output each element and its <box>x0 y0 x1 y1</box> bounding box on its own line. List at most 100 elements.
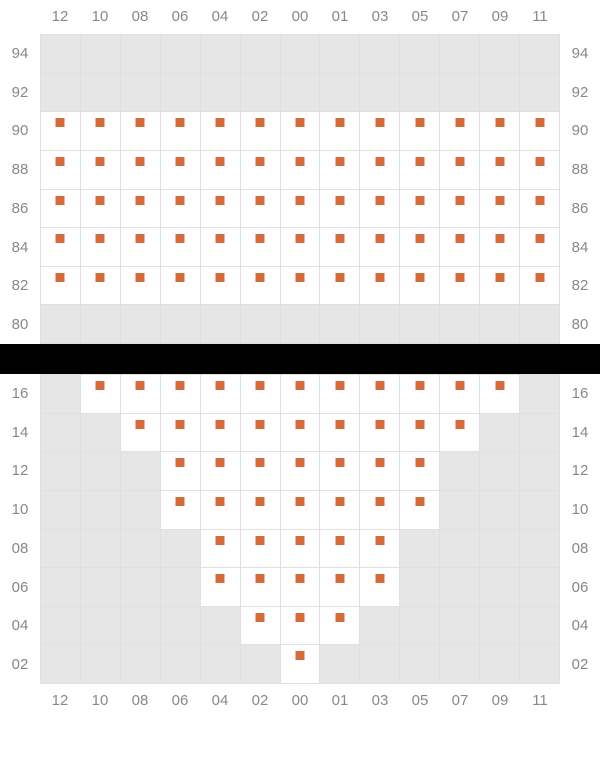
seat-available[interactable] <box>121 112 161 151</box>
seat-available[interactable] <box>320 228 360 267</box>
seat-available[interactable] <box>201 568 241 607</box>
seat-available[interactable] <box>480 190 520 229</box>
seat-available[interactable] <box>480 267 520 306</box>
seat-available[interactable] <box>281 491 321 530</box>
seat-available[interactable] <box>400 491 440 530</box>
seat-available[interactable] <box>121 267 161 306</box>
seat-available[interactable] <box>281 112 321 151</box>
seat-available[interactable] <box>81 267 121 306</box>
seat-available[interactable] <box>201 530 241 569</box>
seat-available[interactable] <box>281 267 321 306</box>
seat-available[interactable] <box>201 151 241 190</box>
seat-available[interactable] <box>320 190 360 229</box>
seat-available[interactable] <box>161 190 201 229</box>
seat-available[interactable] <box>400 452 440 491</box>
seat-available[interactable] <box>400 151 440 190</box>
seat-available[interactable] <box>320 568 360 607</box>
seat-available[interactable] <box>81 151 121 190</box>
seat-available[interactable] <box>360 568 400 607</box>
seat-available[interactable] <box>320 530 360 569</box>
seat-available[interactable] <box>440 190 480 229</box>
seat-available[interactable] <box>480 375 520 414</box>
seat-available[interactable] <box>320 607 360 646</box>
seat-available[interactable] <box>41 267 81 306</box>
seat-available[interactable] <box>161 112 201 151</box>
seat-available[interactable] <box>201 228 241 267</box>
seat-available[interactable] <box>241 375 281 414</box>
seat-available[interactable] <box>281 452 321 491</box>
seat-available[interactable] <box>520 151 560 190</box>
seat-available[interactable] <box>281 151 321 190</box>
seat-available[interactable] <box>320 112 360 151</box>
seat-available[interactable] <box>320 267 360 306</box>
seat-available[interactable] <box>281 607 321 646</box>
seat-available[interactable] <box>161 267 201 306</box>
seat-available[interactable] <box>241 151 281 190</box>
seat-available[interactable] <box>360 112 400 151</box>
seat-available[interactable] <box>360 151 400 190</box>
seat-available[interactable] <box>241 190 281 229</box>
seat-available[interactable] <box>281 645 321 684</box>
seat-available[interactable] <box>241 112 281 151</box>
seat-available[interactable] <box>400 375 440 414</box>
seat-available[interactable] <box>241 452 281 491</box>
seat-available[interactable] <box>281 414 321 453</box>
seat-available[interactable] <box>360 267 400 306</box>
seat-available[interactable] <box>161 151 201 190</box>
seat-available[interactable] <box>360 491 400 530</box>
seat-available[interactable] <box>360 190 400 229</box>
seat-available[interactable] <box>81 190 121 229</box>
seat-available[interactable] <box>41 151 81 190</box>
seat-available[interactable] <box>161 228 201 267</box>
seat-available[interactable] <box>440 375 480 414</box>
seat-available[interactable] <box>241 414 281 453</box>
seat-available[interactable] <box>241 607 281 646</box>
seat-available[interactable] <box>121 151 161 190</box>
seat-available[interactable] <box>281 530 321 569</box>
seat-available[interactable] <box>81 375 121 414</box>
seat-available[interactable] <box>121 414 161 453</box>
seat-available[interactable] <box>320 452 360 491</box>
seat-available[interactable] <box>480 112 520 151</box>
seat-available[interactable] <box>241 530 281 569</box>
seat-available[interactable] <box>41 228 81 267</box>
seat-available[interactable] <box>201 414 241 453</box>
seat-available[interactable] <box>520 112 560 151</box>
seat-available[interactable] <box>161 414 201 453</box>
seat-available[interactable] <box>400 267 440 306</box>
seat-available[interactable] <box>201 452 241 491</box>
seat-available[interactable] <box>241 568 281 607</box>
seat-available[interactable] <box>400 190 440 229</box>
seat-available[interactable] <box>121 375 161 414</box>
seat-available[interactable] <box>281 375 321 414</box>
seat-available[interactable] <box>201 267 241 306</box>
seat-available[interactable] <box>320 375 360 414</box>
seat-available[interactable] <box>400 414 440 453</box>
seat-available[interactable] <box>520 267 560 306</box>
seat-available[interactable] <box>440 414 480 453</box>
seat-available[interactable] <box>520 190 560 229</box>
seat-available[interactable] <box>360 414 400 453</box>
seat-available[interactable] <box>320 491 360 530</box>
seat-available[interactable] <box>201 112 241 151</box>
seat-available[interactable] <box>121 228 161 267</box>
seat-available[interactable] <box>201 491 241 530</box>
seat-available[interactable] <box>161 491 201 530</box>
seat-available[interactable] <box>480 228 520 267</box>
seat-available[interactable] <box>520 228 560 267</box>
seat-available[interactable] <box>161 375 201 414</box>
seat-available[interactable] <box>440 151 480 190</box>
seat-available[interactable] <box>41 112 81 151</box>
seat-available[interactable] <box>121 190 161 229</box>
seat-available[interactable] <box>400 112 440 151</box>
seat-available[interactable] <box>241 267 281 306</box>
seat-available[interactable] <box>201 190 241 229</box>
seat-available[interactable] <box>41 190 81 229</box>
seat-available[interactable] <box>161 452 201 491</box>
seat-available[interactable] <box>281 190 321 229</box>
seat-available[interactable] <box>241 491 281 530</box>
seat-available[interactable] <box>440 267 480 306</box>
seat-available[interactable] <box>480 151 520 190</box>
seat-available[interactable] <box>81 112 121 151</box>
seat-available[interactable] <box>81 228 121 267</box>
